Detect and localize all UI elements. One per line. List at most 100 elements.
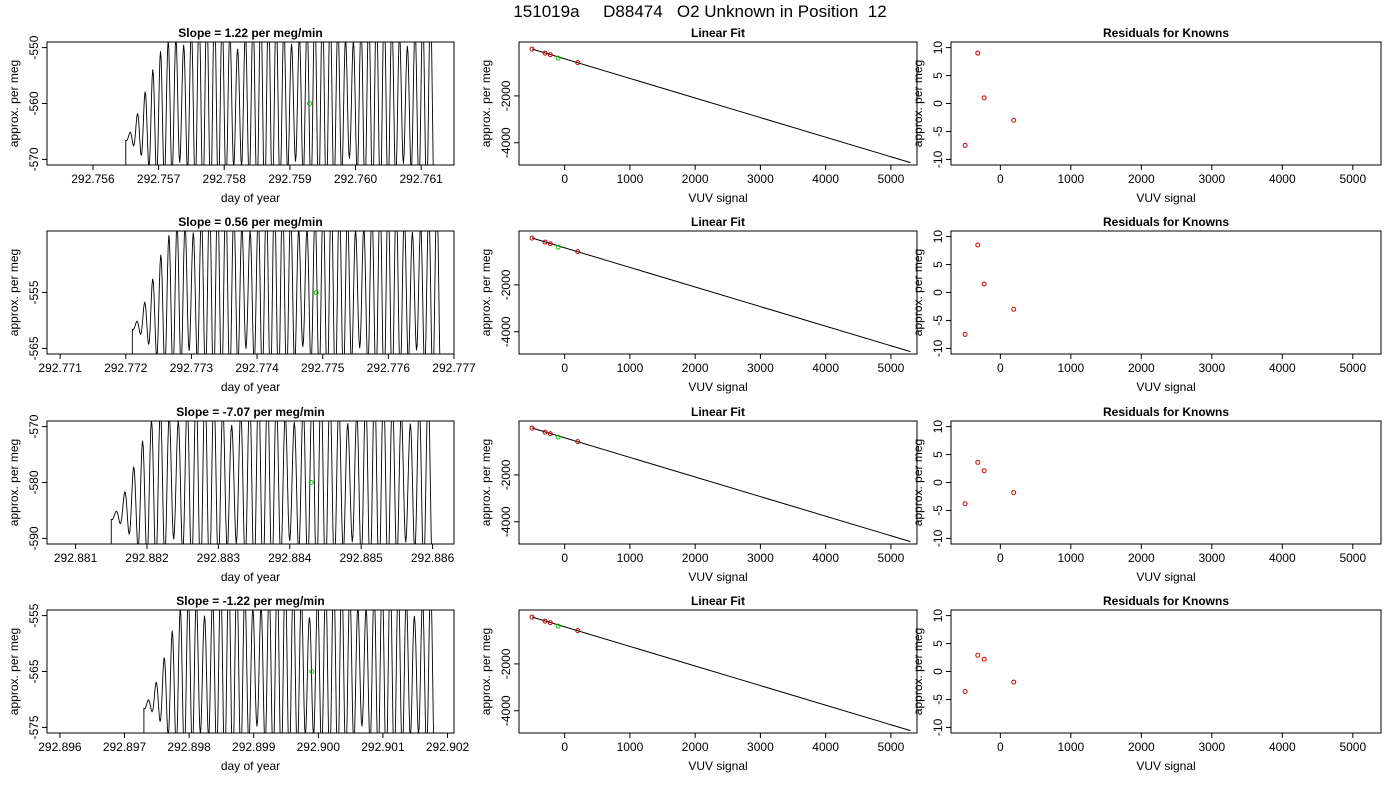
x-tick-label: 1000 <box>617 361 644 375</box>
y-tick-label: 5 <box>931 640 945 647</box>
y-tick-label: -575 <box>27 715 41 739</box>
panel-7: Slope = -7.07 per meg/min 292.881 292.882 2… <box>7 405 455 584</box>
x-tick-label: 292.885 <box>339 551 383 565</box>
residual-point <box>981 95 987 101</box>
y-tick-label: 0 <box>931 668 945 675</box>
x-tick-label: 5000 <box>878 551 905 565</box>
y-tick-label: -4000 <box>499 316 513 347</box>
known-point <box>542 50 548 56</box>
x-tick-label: 1000 <box>617 740 644 754</box>
x-tick-label: 2000 <box>682 361 709 375</box>
x-tick-label: 292.772 <box>104 361 148 375</box>
x-tick-label: 0 <box>997 172 1004 186</box>
y-tick-label: -555 <box>27 603 41 627</box>
y-axis-label: approx. per meg <box>479 439 493 526</box>
y-tick-label: 5 <box>931 261 945 268</box>
y-tick-label: -555 <box>27 280 41 304</box>
y-tick-label: 0 <box>931 100 945 107</box>
x-tick-label: 292.886 <box>411 551 455 565</box>
x-tick-label: 292.774 <box>235 361 279 375</box>
known-point <box>529 425 535 431</box>
y-tick-label: 0 <box>931 289 945 296</box>
plot-area <box>47 42 435 165</box>
x-tick-label: 0 <box>997 551 1004 565</box>
known-point <box>575 249 581 255</box>
x-tick-label: 0 <box>561 551 568 565</box>
y-tick-label: -2000 <box>499 648 513 679</box>
y-tick-label: -5 <box>931 505 945 516</box>
panel-10: Slope = -1.22 per meg/min 292.896 292.897 2… <box>7 594 470 773</box>
data-trace <box>47 231 441 354</box>
y-tick-label: -565 <box>27 659 41 683</box>
x-tick-label: 2000 <box>1128 551 1155 565</box>
panel-1: Slope = 1.22 per meg/min 292.756 292.757 29… <box>7 26 455 205</box>
x-tick-label: 1000 <box>1057 172 1084 186</box>
unknown-marker <box>309 669 315 674</box>
panel-title: Linear Fit <box>691 26 745 40</box>
y-tick-label: -5 <box>931 126 945 137</box>
known-point <box>529 614 535 620</box>
residual-point <box>1011 306 1017 312</box>
y-axis-label: approx. per meg <box>7 439 21 526</box>
x-tick-label: 292.881 <box>54 551 98 565</box>
x-tick-label: 292.759 <box>268 172 312 186</box>
y-tick-label: -5 <box>931 694 945 705</box>
x-tick-label: 2000 <box>682 740 709 754</box>
x-axis-label: VUV signal <box>688 380 747 394</box>
x-tick-label: 292.773 <box>170 361 214 375</box>
plot-frame <box>518 609 918 734</box>
figure-title: 151019a D88474 O2 Unknown in Position 12 <box>513 2 887 21</box>
panel-title: Residuals for Knowns <box>1103 594 1229 608</box>
residual-point <box>1011 679 1017 685</box>
x-tick-label: 1000 <box>1057 361 1084 375</box>
y-tick-label: -590 <box>27 526 41 550</box>
y-tick-label: -10 <box>931 150 945 168</box>
x-tick-label: 3000 <box>1198 740 1225 754</box>
x-tick-label: 5000 <box>1339 361 1366 375</box>
x-tick-label: 0 <box>561 172 568 186</box>
x-tick-label: 2000 <box>1128 172 1155 186</box>
x-axis-label: day of year <box>221 380 280 394</box>
x-tick-label: 292.761 <box>399 172 443 186</box>
x-tick-label: 3000 <box>747 740 774 754</box>
x-tick-label: 5000 <box>878 361 905 375</box>
known-point <box>542 239 548 245</box>
x-tick-label: 4000 <box>812 172 839 186</box>
x-tick-label: 5000 <box>1339 172 1366 186</box>
x-tick-label: 292.901 <box>361 740 405 754</box>
data-trace <box>47 42 435 165</box>
y-axis-label: approx. per meg <box>7 249 21 336</box>
x-tick-label: 4000 <box>1269 740 1296 754</box>
y-axis-label: approx. per meg <box>911 439 925 526</box>
plot-area <box>529 46 911 164</box>
x-tick-label: 292.900 <box>297 740 341 754</box>
x-tick-label: 1000 <box>1057 740 1084 754</box>
panel-2: Linear Fit 0 1000 2000 3000 4000 5000 -2000 -400… <box>479 26 918 205</box>
known-point <box>575 439 581 445</box>
y-tick-label: 10 <box>931 230 945 244</box>
panel-title: Slope = -1.22 per meg/min <box>176 594 324 608</box>
residual-point <box>962 331 968 337</box>
known-point <box>575 60 581 66</box>
unknown-point <box>555 623 561 629</box>
x-tick-label: 4000 <box>812 740 839 754</box>
x-tick-label: 4000 <box>1269 551 1296 565</box>
x-tick-label: 3000 <box>747 551 774 565</box>
x-tick-label: 4000 <box>812 551 839 565</box>
plot-frame <box>950 41 1382 166</box>
x-tick-label: 292.756 <box>71 172 115 186</box>
x-tick-label: 2000 <box>682 551 709 565</box>
y-tick-label: -10 <box>931 529 945 547</box>
fit-line <box>531 48 911 164</box>
x-axis-label: VUV signal <box>688 570 747 584</box>
plot-frame <box>950 420 1382 545</box>
plot-frame <box>950 230 1382 355</box>
residual-point <box>962 142 968 148</box>
y-tick-label: 0 <box>931 479 945 486</box>
data-trace <box>47 421 434 544</box>
x-axis-label: VUV signal <box>688 191 747 205</box>
unknown-point <box>555 434 561 440</box>
residual-point <box>1011 117 1017 123</box>
x-tick-label: 2000 <box>1128 740 1155 754</box>
